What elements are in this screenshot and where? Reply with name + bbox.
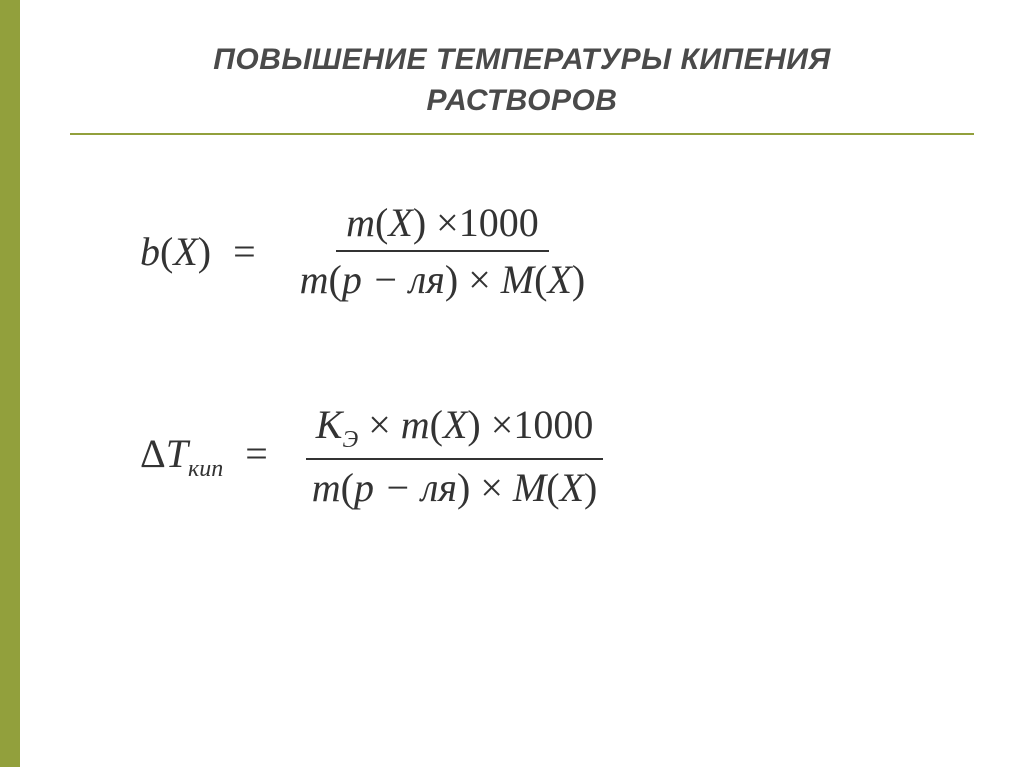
eq1-den-m: m: [300, 257, 329, 302]
eq2-delta: Δ: [140, 431, 166, 476]
title-block: ПОВЫШЕНИЕ ТЕМПЕРАТУРЫ КИПЕНИЯ РАСТВОРОВ: [70, 40, 974, 135]
eq1-numerator: m(X) ×1000: [336, 195, 549, 252]
equation-molality: b(X) = m(X) ×1000 m(p − ля) × M(X): [140, 195, 934, 307]
slide: ПОВЫШЕНИЕ ТЕМПЕРАТУРЫ КИПЕНИЯ РАСТВОРОВ …: [0, 0, 1024, 767]
eq2-den-Mx: X: [560, 465, 584, 510]
eq2-times-2: ×: [491, 402, 514, 447]
eq2-denominator: m(p − ля) × M(X): [302, 460, 608, 515]
eq1-den-M: M: [501, 257, 534, 302]
eq1-equals: =: [233, 229, 256, 274]
eq2-K: K: [316, 402, 343, 447]
eq1-arg-x: X: [173, 229, 197, 274]
eq2-T: T: [166, 431, 188, 476]
eq1-fraction: m(X) ×1000 m(p − ля) × M(X): [290, 195, 596, 307]
eq1-num-x: X: [388, 200, 412, 245]
eq1-denominator: m(p − ля) × M(X): [290, 252, 596, 307]
eq1-den-p: p − ля: [342, 257, 445, 302]
eq1-num-m: m: [346, 200, 375, 245]
title-line-1: ПОВЫШЕНИЕ ТЕМПЕРАТУРЫ КИПЕНИЯ: [213, 43, 830, 76]
content-area: b(X) = m(X) ×1000 m(p − ля) × M(X) ΔTкип…: [70, 195, 974, 515]
eq2-lhs: ΔTкип =: [140, 430, 280, 483]
eq1-num-times: ×: [436, 200, 459, 245]
eq2-fraction: KЭ × m(X) ×1000 m(p − ля) × M(X): [302, 397, 608, 515]
eq2-sub-kip: кип: [188, 456, 223, 482]
eq2-num-m: m: [401, 402, 430, 447]
eq2-num-1000: 1000: [513, 402, 593, 447]
title-line-2: РАСТВОРОВ: [427, 84, 618, 117]
eq1-num-1000: 1000: [459, 200, 539, 245]
eq2-den-M: M: [513, 465, 546, 510]
eq2-equals: =: [245, 431, 268, 476]
equation-delta-t: ΔTкип = KЭ × m(X) ×1000 m(p − ля) × M(X): [140, 397, 934, 515]
eq2-den-m: m: [312, 465, 341, 510]
eq2-den-p: p − ля: [354, 465, 457, 510]
eq2-numerator: KЭ × m(X) ×1000: [306, 397, 604, 460]
eq2-K-sub: Э: [342, 427, 358, 453]
eq1-den-Mx: X: [547, 257, 571, 302]
slide-title: ПОВЫШЕНИЕ ТЕМПЕРАТУРЫ КИПЕНИЯ РАСТВОРОВ: [70, 40, 974, 121]
eq2-num-x: X: [443, 402, 467, 447]
eq1-den-times: ×: [468, 257, 491, 302]
eq2-den-times: ×: [480, 465, 503, 510]
eq1-lhs: b(X) =: [140, 228, 268, 275]
eq2-times-1: ×: [368, 402, 391, 447]
eq1-func-b: b: [140, 229, 160, 274]
